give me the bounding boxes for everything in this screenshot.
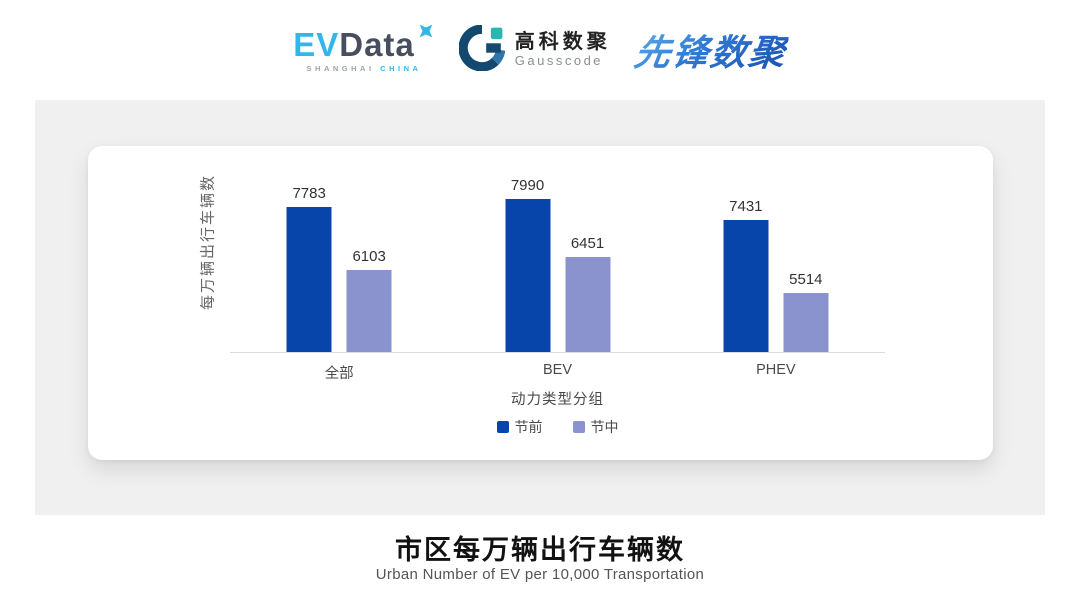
category-labels: 全部 BEV PHEV: [230, 362, 885, 382]
bar-节前-全部: [286, 207, 332, 352]
gausscode-en-text: Gausscode: [514, 53, 604, 69]
bar-group-全部: 7783 6103: [286, 185, 392, 352]
header-logo-bar: EV Data SHANGHAI CHINA 高科数聚 Gausscode 先锋数…: [0, 0, 1080, 100]
bar-节前-PHEV: [723, 220, 769, 352]
bar-value-label: 6103: [352, 248, 386, 265]
x-axis-label: 动力类型分组: [511, 392, 604, 408]
legend-swatch-icon: [572, 421, 585, 433]
bar-group-PHEV: 7431 5514: [723, 198, 829, 352]
category-label-全部: 全部: [324, 366, 354, 382]
gausscode-g-icon: [458, 23, 506, 76]
bar-wrap: 6451: [565, 235, 610, 352]
gausscode-wordmark: 高科数聚 Gausscode: [515, 31, 611, 69]
legend-swatch-icon: [496, 421, 509, 433]
evdata-china-text: CHINA: [380, 63, 422, 73]
evdata-subtitle: SHANGHAI CHINA: [307, 65, 422, 73]
bar-wrap: 7783: [286, 185, 332, 352]
category-label-PHEV: PHEV: [756, 362, 796, 378]
bar-节中-BEV: [565, 257, 610, 352]
legend: 节前 节中: [230, 417, 885, 437]
bar-wrap: 6103: [346, 248, 392, 352]
bar-value-label: 7990: [510, 177, 545, 194]
chart-title: 市区每万辆出行车辆数: [395, 535, 685, 565]
gausscode-cn-text: 高科数聚: [514, 31, 611, 54]
chart-card: 每万辆出行车辆数 7783 6103 7990 6451 7431 5514 全部 BEV P…: [88, 146, 993, 460]
bar-wrap: 7431: [723, 198, 769, 352]
gausscode-logo: 高科数聚 Gausscode: [458, 23, 611, 76]
chart-subtitle: Urban Number of EV per 10,000 Transporta…: [375, 566, 705, 583]
category-label-BEV: BEV: [542, 362, 573, 378]
bar-节中-全部: [346, 270, 392, 352]
bar-value-label: 7783: [292, 185, 326, 202]
bar-wrap: 5514: [783, 271, 829, 352]
bar-value-label: 5514: [789, 271, 823, 288]
bar-节中-PHEV: [783, 293, 829, 352]
bar-节前-BEV: [505, 199, 550, 352]
legend-label: 节中: [590, 419, 619, 435]
xianfeng-shuju-logo: 先锋数聚: [631, 24, 790, 76]
bar-wrap: 7990: [505, 177, 550, 352]
legend-item-节前: 节前: [496, 417, 543, 437]
y-axis-label: 每万辆出行车辆数: [199, 173, 217, 311]
bar-group-BEV: 7990 6451: [505, 177, 610, 352]
evdata-wordmark: EV Data: [293, 24, 435, 63]
evdata-ev-text: EV: [293, 25, 340, 63]
evdata-logo: EV Data SHANGHAI CHINA: [293, 24, 435, 73]
bar-value-label: 6451: [570, 235, 605, 252]
bar-value-label: 7431: [729, 198, 763, 215]
legend-label: 节前: [514, 419, 543, 435]
evdata-star-icon: [417, 22, 435, 44]
plot-area: 7783 6103 7990 6451 7431 5514: [230, 177, 885, 353]
evdata-shanghai-text: SHANGHAI: [306, 63, 375, 73]
legend-item-节中: 节中: [572, 417, 619, 437]
evdata-data-text: Data: [339, 25, 415, 63]
